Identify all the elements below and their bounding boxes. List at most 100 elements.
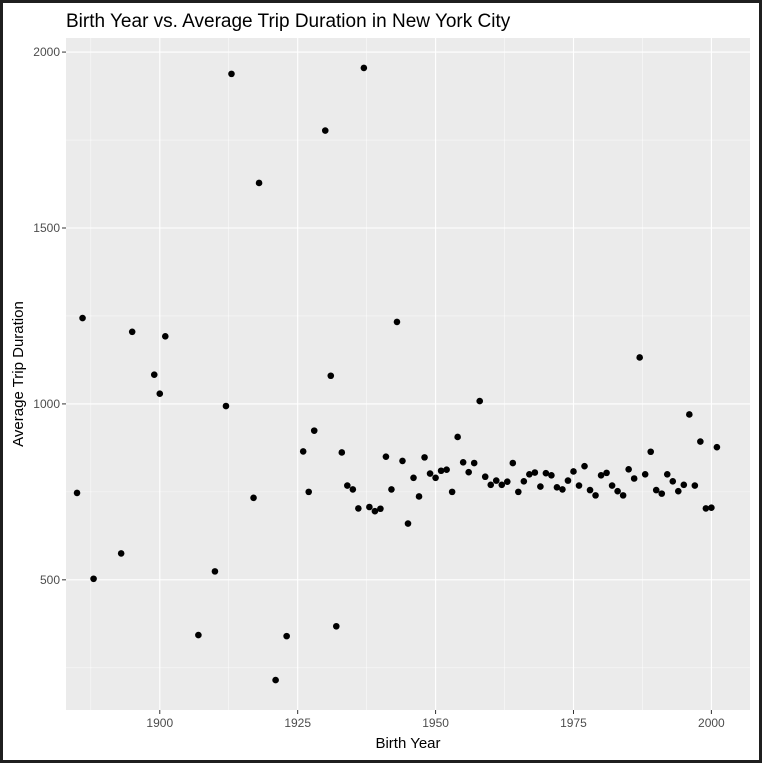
data-point xyxy=(377,505,384,513)
data-point xyxy=(509,459,517,467)
data-point xyxy=(360,64,368,72)
data-point xyxy=(553,483,561,491)
data-point xyxy=(161,333,169,340)
data-point xyxy=(299,448,307,455)
data-point xyxy=(476,397,484,405)
data-point xyxy=(410,474,417,482)
data-point xyxy=(697,438,704,445)
data-point xyxy=(156,390,164,398)
data-point xyxy=(498,481,506,489)
y-tick-label: 1500 xyxy=(33,221,60,235)
y-tick-label: 500 xyxy=(40,573,60,587)
data-point xyxy=(327,372,335,380)
data-point xyxy=(195,631,202,639)
data-points xyxy=(73,64,721,684)
data-point xyxy=(90,575,97,583)
x-axis-title: Birth Year xyxy=(375,735,440,752)
data-point xyxy=(669,478,677,485)
data-point xyxy=(647,448,655,456)
data-point xyxy=(492,477,500,484)
data-point xyxy=(432,474,439,482)
data-point xyxy=(355,505,362,512)
data-point xyxy=(658,490,666,497)
data-point xyxy=(537,483,544,490)
data-point xyxy=(487,481,495,489)
data-point xyxy=(250,494,257,502)
data-point xyxy=(454,433,461,441)
data-point xyxy=(272,676,279,684)
y-tick-label: 1000 xyxy=(33,397,60,411)
minor-gridlines xyxy=(66,38,750,710)
data-point xyxy=(592,492,599,499)
data-point xyxy=(575,482,583,489)
data-point xyxy=(393,318,401,326)
data-point xyxy=(448,488,456,496)
data-point xyxy=(691,482,699,489)
data-point xyxy=(652,486,660,494)
data-point xyxy=(503,478,511,485)
x-tick-label: 2000 xyxy=(698,716,725,730)
data-point xyxy=(382,453,390,460)
data-point xyxy=(310,427,318,434)
data-point xyxy=(702,505,710,512)
data-point xyxy=(305,488,313,496)
data-point xyxy=(437,467,445,475)
data-point xyxy=(73,489,81,497)
data-point xyxy=(349,486,357,493)
data-point xyxy=(564,477,572,484)
data-point xyxy=(625,466,632,473)
data-point xyxy=(222,402,230,410)
data-point xyxy=(520,478,528,485)
data-point xyxy=(636,354,643,361)
data-point xyxy=(404,520,412,527)
data-point xyxy=(150,371,158,379)
data-point xyxy=(542,469,550,477)
data-point xyxy=(79,314,86,322)
chart-title: Birth Year vs. Average Trip Duration in … xyxy=(66,11,511,32)
data-point xyxy=(641,470,649,478)
data-point xyxy=(128,328,136,336)
data-point xyxy=(443,466,450,473)
data-point xyxy=(421,454,428,461)
data-point xyxy=(531,469,539,476)
x-axis-ticks: 1900 1925 1950 1975 2000 xyxy=(146,710,725,730)
data-point xyxy=(332,622,340,630)
data-point xyxy=(686,411,693,418)
data-point xyxy=(481,473,489,481)
data-point xyxy=(614,487,621,495)
data-point xyxy=(344,482,351,489)
data-point xyxy=(211,568,219,575)
y-tick-label: 2000 xyxy=(33,45,60,59)
data-point xyxy=(388,486,395,493)
data-point xyxy=(459,459,467,466)
data-point xyxy=(570,468,577,475)
data-point xyxy=(399,457,406,465)
data-point xyxy=(366,503,373,511)
data-point xyxy=(708,504,715,511)
plot-panel xyxy=(66,38,750,710)
data-point xyxy=(581,462,588,470)
data-point xyxy=(338,449,346,456)
data-point xyxy=(586,486,594,494)
major-gridlines xyxy=(66,38,750,710)
x-tick-label: 1950 xyxy=(422,716,449,730)
data-point xyxy=(321,127,329,134)
data-point xyxy=(470,459,478,467)
data-point xyxy=(713,443,721,451)
x-tick-label: 1900 xyxy=(146,716,173,730)
data-point xyxy=(630,475,638,482)
y-axis-title: Average Trip Duration xyxy=(10,301,27,447)
x-tick-label: 1975 xyxy=(560,716,587,730)
data-point xyxy=(619,492,627,499)
data-point xyxy=(426,470,434,477)
data-point xyxy=(674,487,682,495)
data-point xyxy=(283,632,290,640)
data-point xyxy=(548,472,555,479)
data-point xyxy=(597,472,605,479)
data-point xyxy=(117,550,125,557)
data-point xyxy=(465,468,472,476)
data-point xyxy=(371,507,379,515)
data-point xyxy=(603,469,610,477)
y-axis-ticks: 500 1000 1500 2000 xyxy=(33,45,66,587)
data-point xyxy=(228,70,235,78)
